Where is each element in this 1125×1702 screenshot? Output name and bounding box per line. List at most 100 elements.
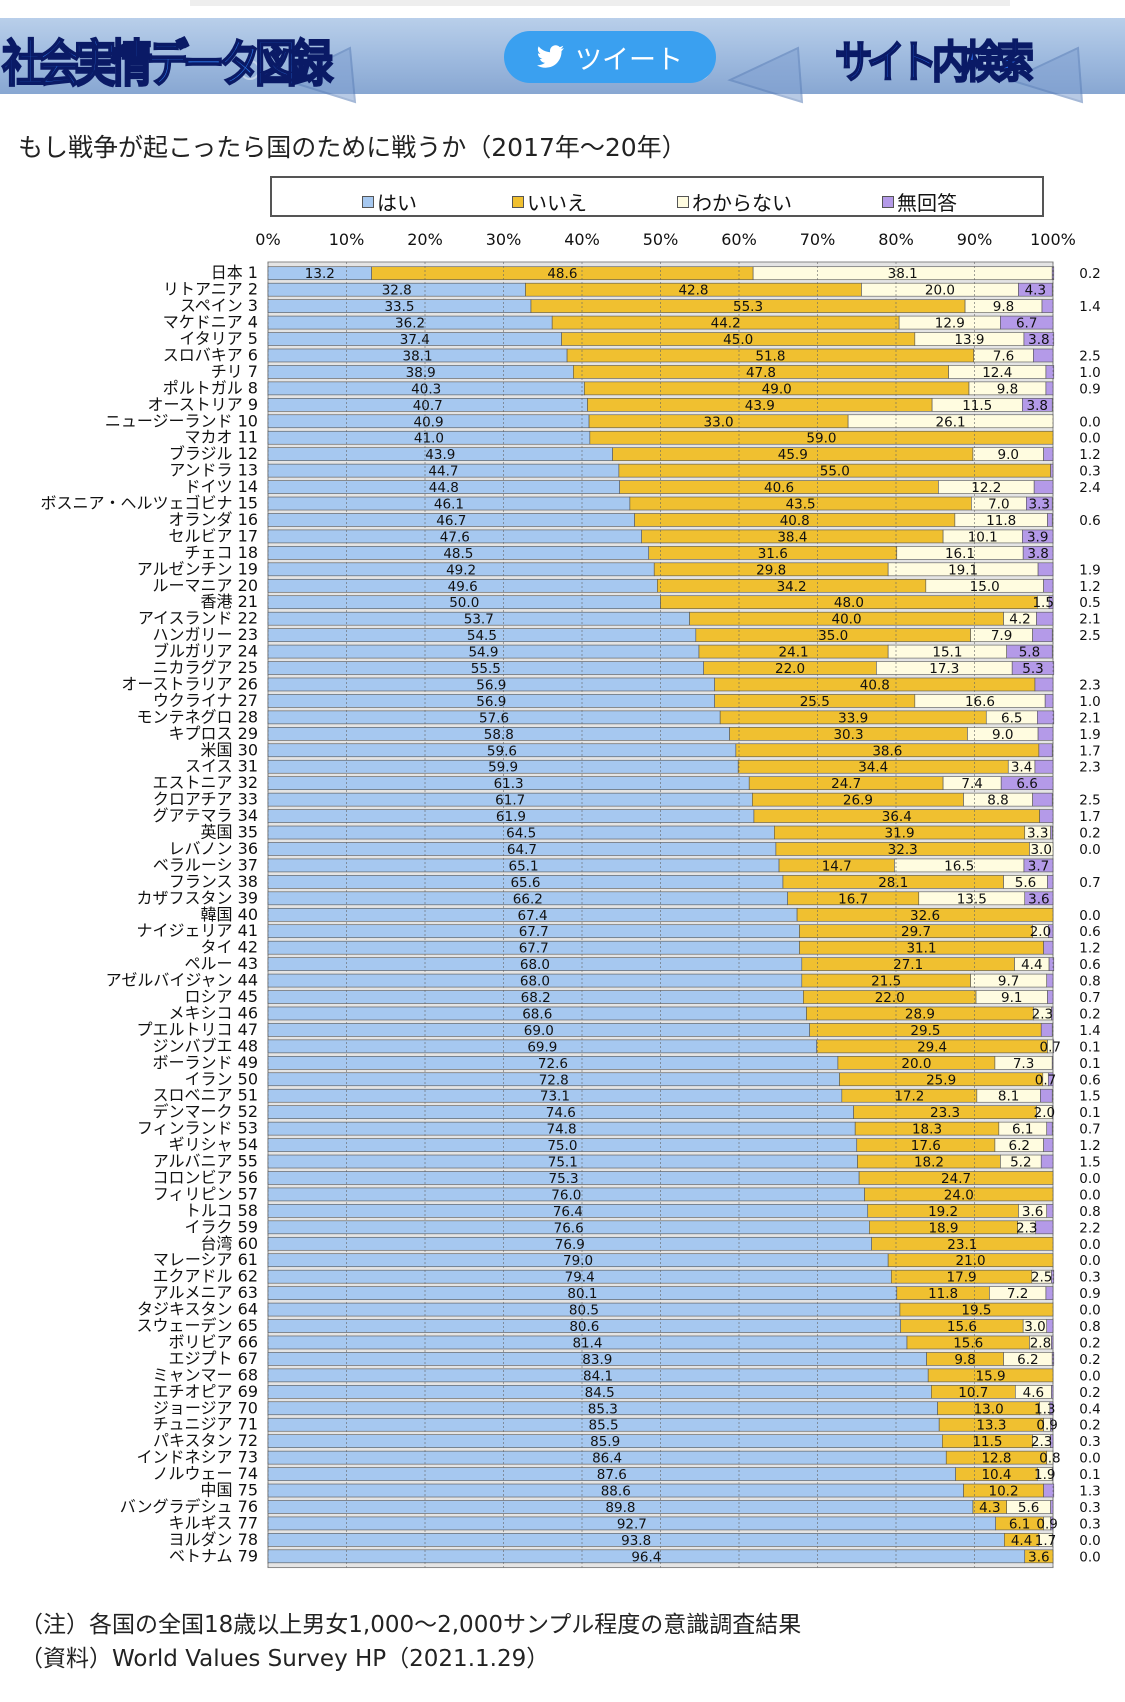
data-label-dk: 3.0	[1024, 1319, 1045, 1335]
data-label-na: 0.6	[1079, 924, 1100, 940]
data-label-na: 5.8	[1019, 645, 1040, 661]
tweet-button[interactable]: ツイート	[504, 31, 716, 83]
data-label-yes: 38.1	[403, 348, 433, 364]
data-label-yes: 57.6	[479, 710, 509, 726]
data-label-no: 15.9	[976, 1368, 1006, 1384]
data-label-no: 20.0	[901, 1056, 931, 1072]
site-search-link[interactable]: サイト内検索	[834, 36, 1035, 89]
country-label: エジプト 67	[169, 1349, 258, 1368]
data-label-yes: 79.4	[565, 1270, 595, 1286]
data-label-no: 48.6	[547, 266, 577, 282]
data-label-no: 34.4	[858, 760, 888, 776]
data-label-no: 32.6	[910, 908, 940, 924]
data-label-na: 0.0	[1079, 414, 1100, 430]
data-label-no: 3.6	[1028, 1549, 1049, 1565]
data-label-na: 0.0	[1079, 1451, 1100, 1467]
data-label-na: 2.5	[1079, 628, 1100, 644]
data-label-na: 0.1	[1079, 1467, 1100, 1483]
data-label-yes: 83.9	[582, 1352, 612, 1368]
country-label: アイスランド 22	[138, 609, 258, 628]
data-label-na: 0.3	[1079, 1500, 1100, 1516]
data-label-na: 1.4	[1079, 1023, 1100, 1039]
country-label: ドイツ 14	[185, 477, 258, 496]
country-label: リトアニア 2	[163, 280, 258, 299]
data-label-dk: 11.5	[962, 398, 992, 414]
data-label-no: 25.5	[800, 694, 830, 710]
bar-segment-na	[1046, 1319, 1054, 1333]
country-label: チュニジア 71	[153, 1415, 258, 1434]
data-label-yes: 74.8	[547, 1122, 577, 1138]
data-label-na: 0.3	[1079, 1516, 1100, 1532]
x-tick-label: 20%	[407, 230, 443, 249]
bar-segment-na	[1047, 990, 1054, 1004]
data-label-yes: 96.4	[631, 1549, 661, 1565]
data-label-yes: 64.7	[507, 842, 537, 858]
country-label: オーストラリア 26	[121, 674, 258, 693]
data-label-no: 10.7	[958, 1385, 988, 1401]
data-label-yes: 49.6	[448, 579, 478, 595]
data-label-no: 15.6	[953, 1335, 983, 1351]
data-label-dk: 9.8	[993, 299, 1014, 315]
legend-item-yes: はい	[362, 187, 417, 216]
country-label: ジョージア 70	[153, 1398, 258, 1417]
data-label-dk: 13.5	[957, 891, 987, 907]
data-label-dk: 8.1	[998, 1089, 1019, 1105]
data-label-na: 0.6	[1079, 1072, 1100, 1088]
bar-segment-na	[1051, 1269, 1055, 1284]
data-label-na: 2.3	[1079, 677, 1100, 693]
country-label: スロベニア 51	[153, 1086, 258, 1105]
data-label-no: 28.9	[905, 1006, 935, 1022]
data-label-dk: 4.6	[1023, 1385, 1044, 1401]
country-label: グアテマラ 34	[153, 806, 258, 825]
data-label-na: 1.9	[1079, 727, 1100, 743]
data-label-na: 0.1	[1079, 1105, 1100, 1121]
bar-segment-na	[1018, 282, 1053, 297]
data-label-no: 38.4	[777, 529, 807, 545]
bar-segment-na	[1047, 513, 1053, 527]
data-label-dk: 1.7	[1035, 1533, 1056, 1549]
country-label: ボーランド 49	[153, 1053, 258, 1072]
data-label-dk: 9.7	[998, 974, 1019, 990]
data-label-na: 0.2	[1079, 1385, 1100, 1401]
country-label: 日本 1	[211, 263, 258, 282]
data-label-no: 21.0	[956, 1253, 986, 1269]
country-label: コロンビア 56	[153, 1168, 258, 1187]
data-label-dk: 7.6	[993, 348, 1014, 364]
data-label-yes: 72.6	[538, 1056, 568, 1072]
site-logo[interactable]: 社会実情データ図録	[1, 34, 334, 94]
data-label-yes: 69.0	[524, 1023, 554, 1039]
data-label-no: 4.3	[979, 1500, 1000, 1516]
data-label-yes: 49.2	[446, 562, 476, 578]
data-label-yes: 76.6	[554, 1220, 584, 1236]
data-label-na: 2.3	[1079, 760, 1100, 776]
data-label-yes: 86.4	[592, 1451, 622, 1467]
data-label-yes: 75.1	[548, 1155, 578, 1171]
data-label-dk: 1.9	[1034, 1467, 1055, 1483]
data-label-na: 0.8	[1079, 974, 1100, 990]
bar-segment-na	[1046, 1121, 1053, 1136]
data-label-yes: 38.9	[406, 365, 436, 381]
data-label-dk: 6.5	[1001, 710, 1022, 726]
country-label: アルゼンチン 19	[137, 559, 258, 578]
data-label-dk: 16.5	[944, 858, 974, 874]
country-label: バングラデシュ 76	[120, 1497, 258, 1516]
data-label-yes: 43.9	[425, 447, 455, 463]
data-label-no: 18.9	[928, 1220, 958, 1236]
bar-segment-na	[1023, 332, 1055, 346]
country-label: ブラジル 12	[169, 444, 258, 463]
x-tick-label: 40%	[564, 230, 600, 249]
data-label-dk: 0.9	[1036, 1516, 1057, 1532]
data-label-na: 6.7	[1016, 316, 1037, 332]
data-label-yes: 93.8	[621, 1533, 651, 1549]
country-label: パキスタン 72	[153, 1431, 258, 1450]
country-label: 韓国 40	[201, 905, 258, 924]
data-label-no: 22.0	[875, 990, 905, 1006]
data-label-no: 55.3	[733, 299, 763, 315]
bar-segment-na	[1050, 1500, 1054, 1514]
data-label-yes: 58.8	[484, 727, 514, 743]
bar-segment-na	[1032, 792, 1053, 807]
data-label-na: 3.8	[1028, 332, 1049, 348]
data-label-na: 3.3	[1029, 497, 1050, 513]
data-label-no: 18.2	[914, 1155, 944, 1171]
bar-segment-na	[1050, 825, 1053, 840]
